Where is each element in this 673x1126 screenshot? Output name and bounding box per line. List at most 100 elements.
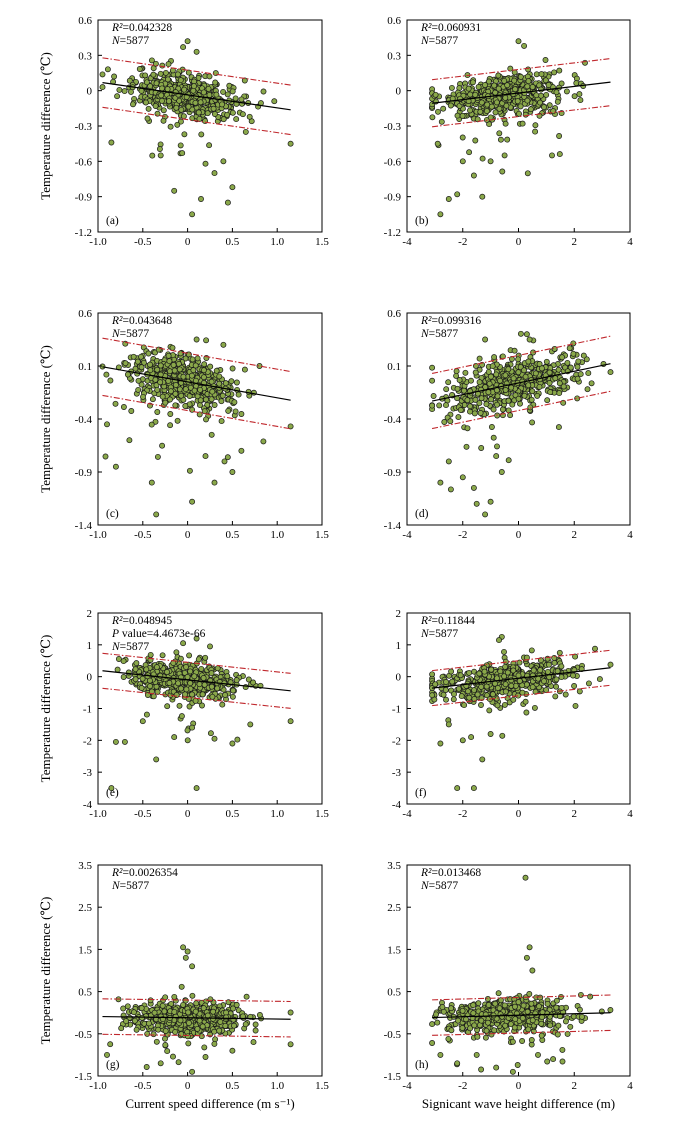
y-tick-label: 1.5 xyxy=(78,944,92,956)
data-point xyxy=(174,417,181,424)
panel-h: -4 -2 0 2 4 3.5 2.5 1.5 0.5 -0.5 -1.5 (h) R²=0.01346… xyxy=(384,860,634,1111)
y-tick-label: -0.9 xyxy=(75,467,93,479)
data-point xyxy=(543,91,550,98)
data-point xyxy=(436,402,443,409)
data-point xyxy=(576,91,583,98)
data-point xyxy=(465,688,471,695)
y-axis-label: Temperature difference (℃) xyxy=(38,897,53,1045)
data-point xyxy=(559,1058,566,1065)
data-point xyxy=(196,1017,203,1024)
data-point xyxy=(138,685,145,691)
data-point xyxy=(178,983,185,990)
data-point xyxy=(143,79,150,86)
y-tick-label: 1 xyxy=(396,640,402,652)
data-point xyxy=(532,370,539,377)
data-point xyxy=(191,83,197,90)
plot-frame xyxy=(406,312,631,526)
data-point xyxy=(197,386,204,393)
data-point xyxy=(208,396,215,403)
data-point xyxy=(134,358,141,365)
data-point xyxy=(504,136,511,143)
data-point xyxy=(485,389,492,396)
data-point xyxy=(498,469,505,475)
data-point xyxy=(582,59,588,66)
data-point xyxy=(553,676,560,683)
data-point xyxy=(171,367,178,374)
data-point xyxy=(429,364,436,371)
data-point xyxy=(224,111,231,118)
data-point xyxy=(171,187,178,194)
data-point xyxy=(180,373,187,380)
x-tick-label: 1.0 xyxy=(270,529,284,541)
y-tick-label: -3 xyxy=(392,767,402,779)
x-tick-label: -2 xyxy=(458,529,467,541)
data-point xyxy=(485,1019,491,1026)
data-point xyxy=(185,1040,192,1047)
data-point xyxy=(159,85,165,92)
data-point xyxy=(189,1068,196,1075)
data-point xyxy=(502,120,509,127)
data-point xyxy=(443,696,449,703)
data-point xyxy=(123,1018,130,1025)
data-point xyxy=(224,454,231,461)
data-point xyxy=(476,400,483,407)
data-point xyxy=(570,350,577,357)
data-point xyxy=(554,1031,561,1038)
data-point xyxy=(520,1002,527,1009)
data-point xyxy=(430,393,437,399)
data-point xyxy=(487,158,494,165)
data-point xyxy=(182,386,189,393)
y-tick-label: -1.5 xyxy=(75,1071,93,1083)
data-point xyxy=(545,661,552,668)
data-point xyxy=(241,366,248,373)
data-point xyxy=(483,401,490,408)
data-point xyxy=(501,77,508,84)
data-point xyxy=(538,365,545,372)
data-point xyxy=(181,131,188,138)
data-point xyxy=(596,676,603,683)
data-point xyxy=(514,98,521,105)
panel-g: -1.0 -0.5 0 0.5 1.0 1.53.52.51.50.5-0.5-1.5(g… xyxy=(38,860,329,1111)
y-tick-label: -0.4 xyxy=(75,414,93,426)
data-point xyxy=(607,1007,614,1013)
data-point xyxy=(525,66,532,73)
data-point xyxy=(537,99,544,106)
data-point xyxy=(196,115,203,122)
data-point xyxy=(162,994,169,1001)
panel-d: -4 -2 0 2 4 0.6 0.1 -0.4 -0.9 -1.4 (d) R²=0.099316N… xyxy=(384,308,634,541)
data-point xyxy=(479,756,486,763)
data-point xyxy=(554,98,561,105)
data-point xyxy=(461,702,468,709)
data-point xyxy=(526,991,533,997)
y-tick-label: -0.5 xyxy=(384,1029,402,1041)
data-point xyxy=(246,113,253,120)
data-point xyxy=(502,372,509,379)
data-point xyxy=(242,128,249,135)
r-squared-value: =0.042328 xyxy=(122,22,172,34)
data-point xyxy=(165,61,172,68)
data-point xyxy=(162,1028,169,1034)
data-point xyxy=(477,108,484,115)
data-point xyxy=(260,438,267,445)
data-point xyxy=(451,691,457,698)
data-point xyxy=(133,1026,140,1033)
data-point xyxy=(235,391,242,398)
data-point xyxy=(515,395,522,402)
data-point xyxy=(496,1005,503,1012)
data-point xyxy=(497,377,503,384)
data-point xyxy=(210,1015,216,1022)
data-point xyxy=(494,685,501,691)
data-point xyxy=(178,685,184,692)
x-tick-label: -4 xyxy=(402,808,412,820)
data-point xyxy=(434,1019,441,1026)
x-tick-label: 4 xyxy=(627,808,633,820)
data-point xyxy=(159,393,166,400)
y-tick-label: 0.6 xyxy=(387,308,401,320)
data-point xyxy=(585,370,592,377)
y-tick-label: 2 xyxy=(87,608,93,620)
y-tick-label: -1 xyxy=(83,704,92,716)
data-point xyxy=(122,360,129,367)
data-point xyxy=(260,88,267,95)
data-point xyxy=(188,372,195,379)
